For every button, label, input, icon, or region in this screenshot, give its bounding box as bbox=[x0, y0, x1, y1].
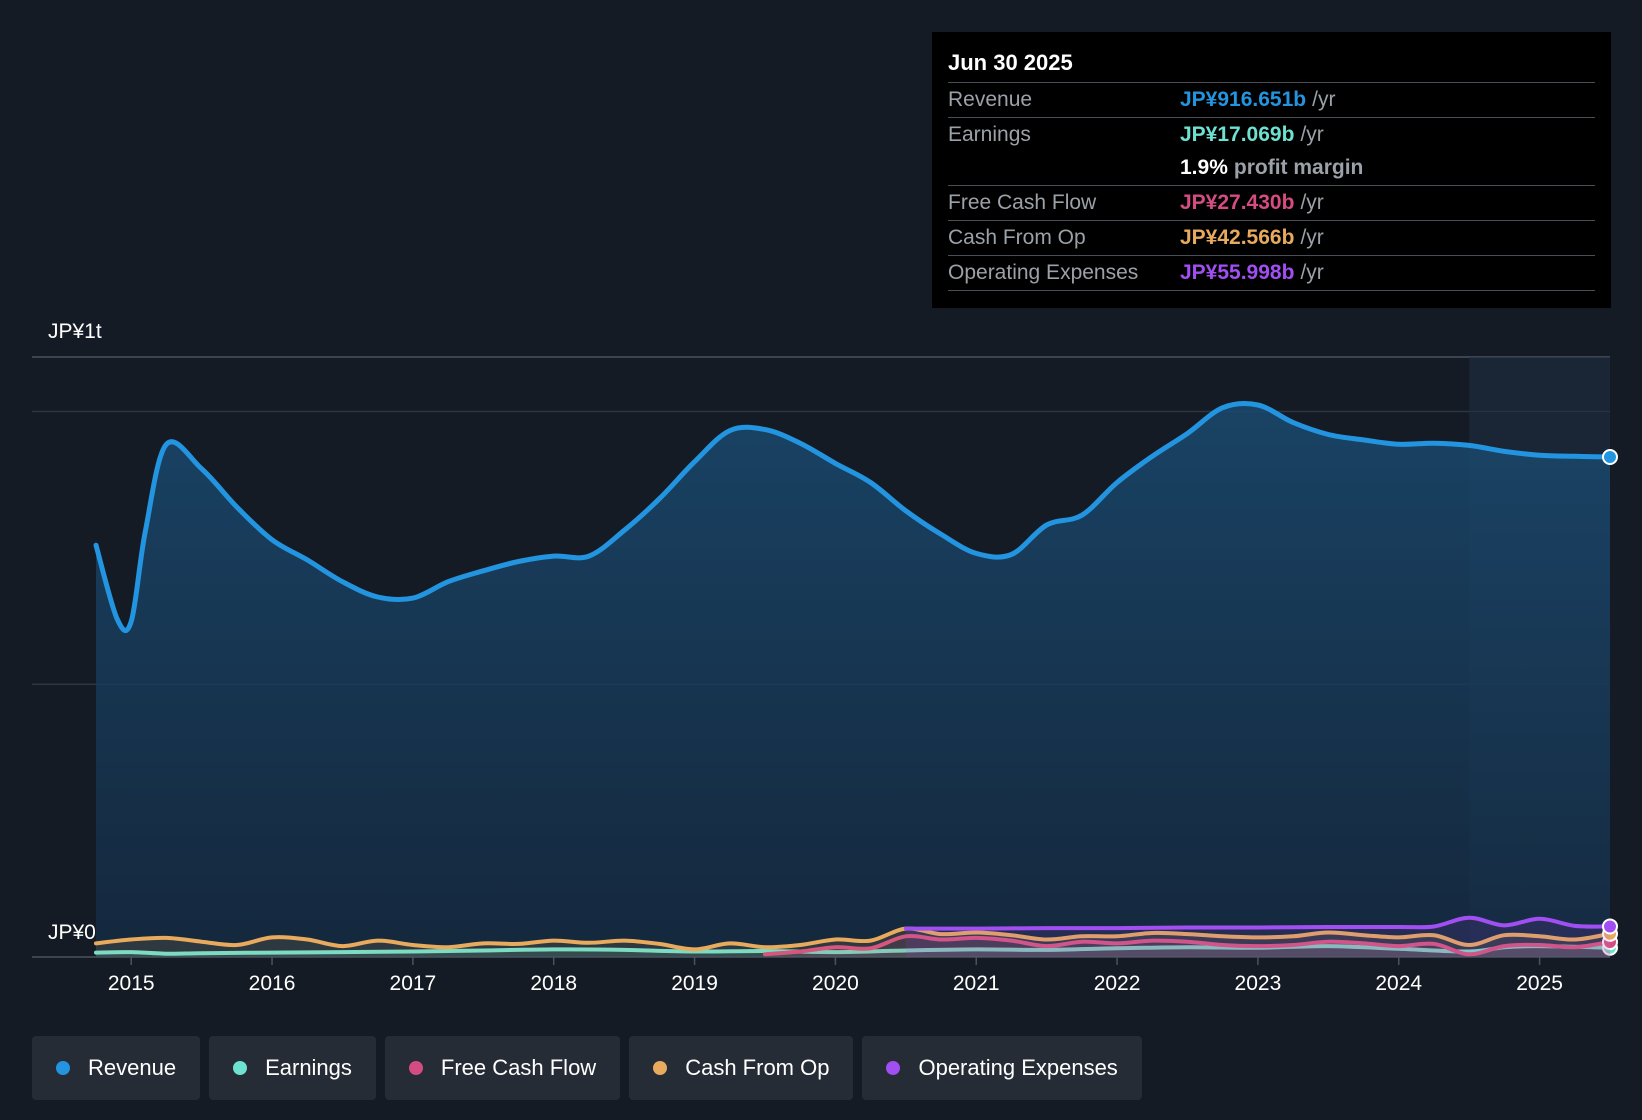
tooltip-value: JP¥42.566b bbox=[1180, 226, 1295, 249]
tooltip-label: Free Cash Flow bbox=[948, 191, 1097, 214]
revenue-end-point bbox=[1602, 449, 1618, 466]
tooltip-label-spacer bbox=[948, 151, 1180, 185]
legend-item-cash-from-op[interactable]: Cash From Op bbox=[629, 1036, 854, 1100]
profit-margin-text: profit margin bbox=[1233, 156, 1364, 179]
legend-item-operating-expenses[interactable]: Operating Expenses bbox=[862, 1036, 1142, 1100]
x-tick-label: 2017 bbox=[390, 972, 437, 995]
legend-label: Cash From Op bbox=[685, 1055, 830, 1080]
legend-label: Free Cash Flow bbox=[440, 1055, 597, 1080]
tooltip-row-opex: Operating Expenses JP¥55.998b /yr bbox=[948, 256, 1595, 291]
profit-margin-value: 1.9% bbox=[1180, 156, 1228, 179]
cash-from-op-area bbox=[96, 928, 1610, 957]
x-tick-label: 2020 bbox=[812, 972, 859, 995]
legend-label: Revenue bbox=[88, 1055, 177, 1080]
legend-label: Earnings bbox=[265, 1055, 352, 1080]
tooltip-value: JP¥916.651b bbox=[1180, 88, 1307, 111]
legend-item-earnings[interactable]: Earnings bbox=[209, 1036, 376, 1100]
x-tick-label: 2015 bbox=[108, 972, 155, 995]
tooltip-unit: /yr bbox=[1312, 88, 1336, 111]
tooltip-date: Jun 30 2025 bbox=[948, 46, 1595, 83]
legend-item-revenue[interactable]: Revenue bbox=[32, 1036, 201, 1100]
earnings-line bbox=[94, 944, 1612, 956]
free-cash-flow-area bbox=[765, 935, 1610, 957]
tooltip-unit: /yr bbox=[1300, 226, 1324, 249]
legend-dot-icon bbox=[886, 1061, 901, 1075]
legend-dot-icon bbox=[56, 1061, 70, 1075]
legend-dot-icon bbox=[408, 1061, 423, 1075]
tooltip-row-earnings: Earnings JP¥17.069b /yr bbox=[948, 118, 1595, 151]
tooltip-label: Operating Expenses bbox=[948, 261, 1139, 284]
y-axis-zero-label: JP¥0 bbox=[48, 921, 96, 944]
tooltip-label: Earnings bbox=[948, 123, 1031, 146]
x-tick-label: 2016 bbox=[249, 972, 296, 995]
x-axis-ticks: 2015 2016 2017 2018 2019 2020 2021 2022 2023 2024… bbox=[108, 957, 1563, 995]
y-axis-top-label: JP¥1t bbox=[48, 320, 102, 343]
tooltip-row-margin: 1.9% profit margin bbox=[948, 151, 1595, 186]
tooltip-unit: /yr bbox=[1300, 261, 1324, 284]
series-layer bbox=[93, 401, 1618, 957]
x-tick-label: 2019 bbox=[671, 972, 718, 995]
tooltip-value: JP¥55.998b bbox=[1180, 261, 1295, 284]
x-tick-label: 2023 bbox=[1235, 972, 1282, 995]
legend-dot-icon bbox=[653, 1061, 668, 1075]
tooltip-unit: /yr bbox=[1300, 123, 1324, 146]
legend-item-free-cash-flow[interactable]: Free Cash Flow bbox=[384, 1036, 621, 1100]
operating-expenses-line bbox=[903, 915, 1612, 931]
cash-from-op-line bbox=[94, 926, 1612, 952]
x-tick-label: 2024 bbox=[1375, 972, 1422, 995]
tooltip-row-revenue: Revenue JP¥916.651b /yr bbox=[948, 83, 1595, 118]
x-tick-label: 2022 bbox=[1094, 972, 1141, 995]
tooltip-row-fcf: Free Cash Flow JP¥27.430b /yr bbox=[948, 186, 1595, 221]
x-tick-label: 2025 bbox=[1516, 972, 1563, 995]
tooltip-unit: /yr bbox=[1300, 191, 1324, 214]
revenue-line bbox=[93, 401, 1613, 633]
operating-expenses-end-point bbox=[1602, 918, 1618, 935]
free-cash-flow-line bbox=[763, 933, 1612, 957]
tooltip-value: JP¥17.069b bbox=[1180, 123, 1295, 146]
tooltip-label: Cash From Op bbox=[948, 226, 1086, 249]
tooltip-row-cfo: Cash From Op JP¥42.566b /yr bbox=[948, 221, 1595, 256]
tooltip-label: Revenue bbox=[948, 88, 1033, 111]
x-tick-label: 2021 bbox=[953, 972, 1000, 995]
x-tick-label: 2018 bbox=[530, 972, 577, 995]
data-tooltip: Jun 30 2025 Revenue JP¥916.651b /yr Earn… bbox=[932, 32, 1611, 308]
revenue-area bbox=[96, 403, 1610, 957]
tooltip-value: JP¥27.430b bbox=[1180, 191, 1295, 214]
legend-label: Operating Expenses bbox=[918, 1055, 1118, 1080]
legend-dot-icon bbox=[233, 1061, 248, 1075]
chart-legend: Revenue Earnings Free Cash Flow Cash Fro… bbox=[32, 1036, 1142, 1100]
